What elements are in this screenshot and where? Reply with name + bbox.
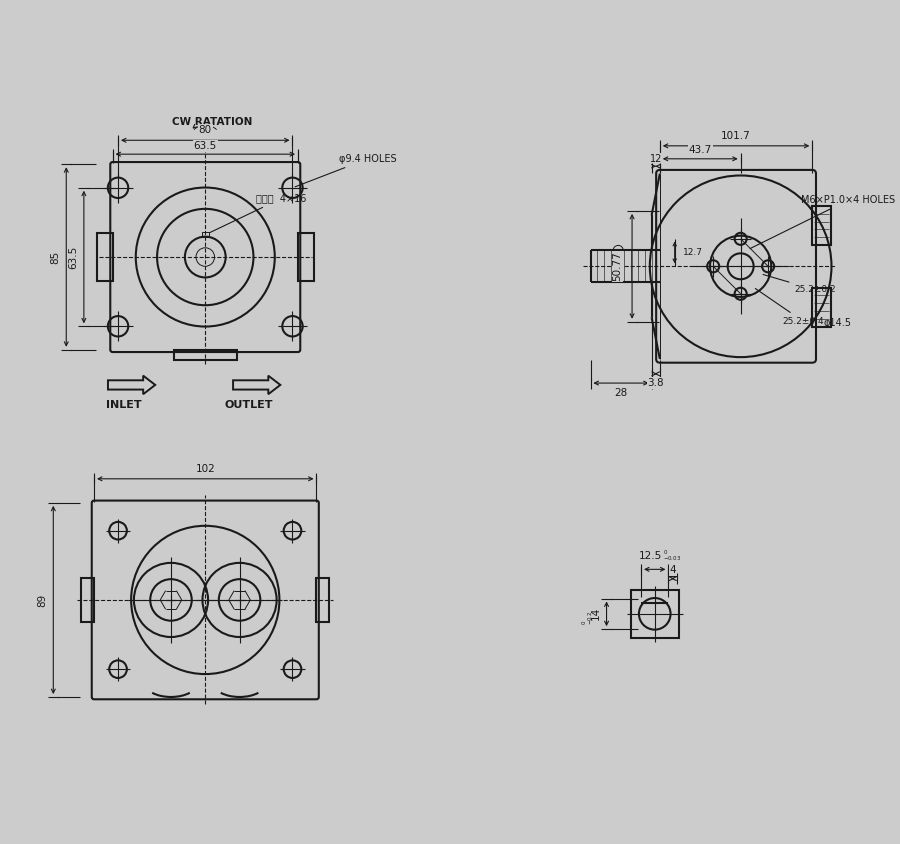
Text: φ14.5: φ14.5 xyxy=(824,317,851,327)
Text: 63.5: 63.5 xyxy=(194,141,217,151)
Text: 14: 14 xyxy=(590,607,600,620)
Bar xyxy=(813,206,831,245)
Text: 半圆鍵  4×16: 半圆鍵 4×16 xyxy=(210,193,307,233)
Text: M6×P1.0×4 HOLES: M6×P1.0×4 HOLES xyxy=(750,195,895,249)
Text: 12.7: 12.7 xyxy=(683,248,703,257)
Text: 50.77: 50.77 xyxy=(612,252,622,281)
Bar xyxy=(813,288,831,327)
Text: 4: 4 xyxy=(670,565,676,576)
Text: 80: 80 xyxy=(199,125,212,135)
Text: 3.8: 3.8 xyxy=(647,378,664,388)
Text: 43.7: 43.7 xyxy=(688,145,712,155)
Text: 28: 28 xyxy=(615,388,627,398)
Text: $^{0}_{-0.03}$: $^{0}_{-0.03}$ xyxy=(663,548,681,563)
Bar xyxy=(298,233,314,281)
Bar xyxy=(202,232,209,237)
Text: 101.7: 101.7 xyxy=(721,131,751,141)
Text: OUTLET: OUTLET xyxy=(225,400,273,410)
Text: 25.2±0.4: 25.2±0.4 xyxy=(755,289,824,326)
Text: $^{0}_{-0.2}$: $^{0}_{-0.2}$ xyxy=(580,610,596,625)
Text: 102: 102 xyxy=(195,463,215,473)
Bar xyxy=(317,577,329,622)
Bar xyxy=(631,590,679,638)
Bar xyxy=(81,577,94,622)
Bar xyxy=(174,349,237,360)
Text: 85: 85 xyxy=(50,251,60,263)
Text: φ9.4 HOLES: φ9.4 HOLES xyxy=(295,154,397,187)
Text: CW RATATION: CW RATATION xyxy=(173,116,253,127)
Text: INLET: INLET xyxy=(106,400,141,410)
Text: 63.5: 63.5 xyxy=(68,246,78,268)
Bar xyxy=(97,233,112,281)
Text: 12.5: 12.5 xyxy=(638,551,662,561)
Text: 89: 89 xyxy=(37,593,47,607)
Text: 25.2±0.2: 25.2±0.2 xyxy=(763,274,836,295)
Text: 12: 12 xyxy=(650,154,662,164)
